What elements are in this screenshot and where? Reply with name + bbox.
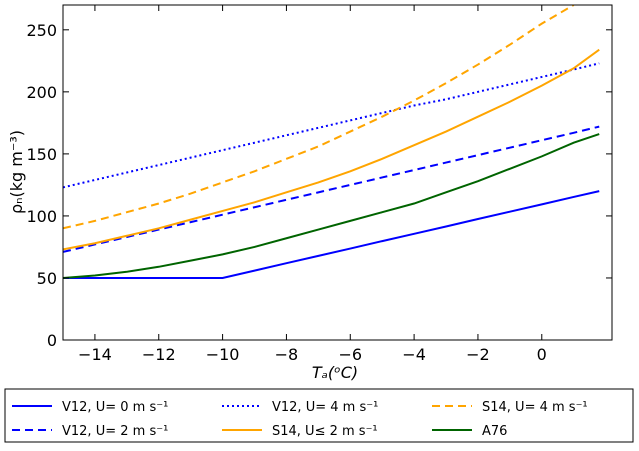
y-axis-label: ρₙ(kg m⁻³) — [7, 130, 26, 214]
series-line — [63, 62, 600, 189]
x-tick-label: −14 — [78, 345, 112, 364]
x-tick-label: −2 — [466, 345, 490, 364]
y-tick-label: 0 — [47, 331, 57, 350]
legend-label: V12, U= 0 m s⁻¹ — [62, 400, 168, 415]
legend-label: A76 — [482, 424, 507, 439]
legend-label: V12, U= 2 m s⁻¹ — [62, 424, 168, 439]
y-tick-label: 50 — [37, 269, 57, 288]
x-axis-label: Tₐ(ᵒC) — [312, 363, 358, 382]
legend-label: V12, U= 4 m s⁻¹ — [272, 400, 378, 415]
plot-frame — [62, 4, 613, 341]
x-tick-label: −8 — [275, 345, 299, 364]
legend-box — [4, 388, 634, 443]
legend-label: S14, U= 4 m s⁻¹ — [482, 400, 588, 415]
series-line — [63, 190, 600, 279]
series-line — [63, 5, 575, 230]
series-line — [63, 125, 600, 253]
series-line — [63, 48, 600, 251]
y-tick-label: 200 — [26, 83, 57, 102]
y-tick-label: 150 — [26, 145, 57, 164]
x-tick-label: −12 — [142, 345, 176, 364]
y-tick-label: 100 — [26, 207, 57, 226]
series-line — [63, 133, 600, 279]
x-tick-label: 0 — [537, 345, 547, 364]
legend-label: S14, U≤ 2 m s⁻¹ — [272, 424, 378, 439]
x-tick-label: −6 — [338, 345, 362, 364]
y-tick-label: 250 — [26, 21, 57, 40]
x-tick-label: −4 — [402, 345, 426, 364]
x-tick-label: −10 — [206, 345, 240, 364]
